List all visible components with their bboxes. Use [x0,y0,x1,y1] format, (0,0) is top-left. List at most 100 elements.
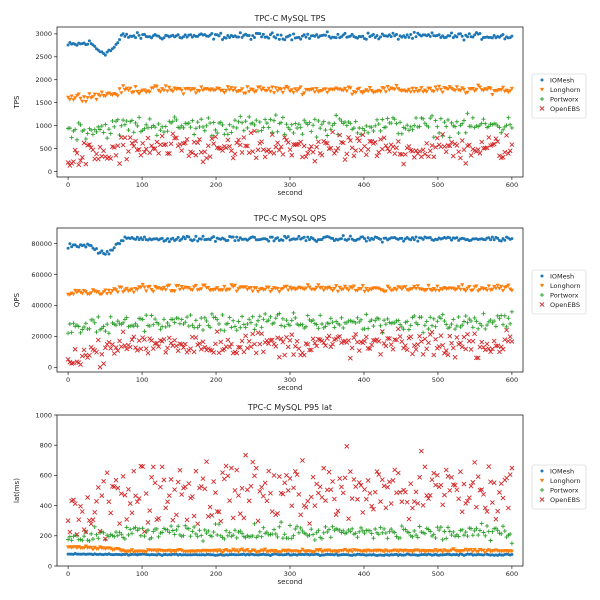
point [487,236,491,240]
point [192,132,197,137]
point [348,529,353,534]
point [151,529,156,534]
point [422,336,428,342]
point [385,116,390,121]
point [213,490,218,496]
point [325,90,330,95]
point [206,528,211,534]
point [209,133,214,138]
point [145,520,151,525]
point [316,528,321,533]
point [348,234,352,238]
point [431,352,437,358]
point [481,88,486,93]
point [427,492,433,498]
point [412,284,417,289]
point [216,321,222,327]
y-tick-label: 1000 [35,122,52,130]
y-tick-label: 0 [48,168,52,176]
point [83,290,88,294]
point [135,89,140,94]
y-tick-label: 1000 [35,411,52,419]
point [474,87,479,92]
point [456,285,461,290]
point [323,343,328,348]
point [220,88,225,93]
point [440,131,446,137]
point [204,318,209,324]
point [193,531,199,537]
point [193,335,199,340]
point [282,132,287,137]
point [252,327,257,332]
point [418,339,424,344]
point [131,324,136,329]
point [492,238,496,242]
point [383,548,388,553]
point [287,476,293,481]
point [247,34,251,38]
point [284,137,289,143]
point [390,346,396,352]
point [119,532,124,537]
point [323,524,328,529]
point [140,140,146,146]
point [374,117,380,122]
point [291,352,296,357]
point [179,285,184,289]
point [321,119,326,124]
point [179,88,184,93]
point [509,339,515,344]
point [282,352,288,358]
point [97,127,103,132]
point [167,85,172,90]
point [473,33,477,37]
point [346,516,352,522]
point [504,327,509,333]
point [325,529,330,535]
point [447,529,452,534]
point [383,505,389,511]
point [197,124,202,130]
point [137,91,142,96]
point [412,313,417,319]
point [389,35,393,39]
point [316,283,321,288]
point [295,125,300,131]
point [124,516,130,522]
point [266,285,271,290]
point [414,35,418,39]
point [209,311,214,317]
point [488,349,494,355]
point [177,321,183,326]
point [196,239,200,243]
point [234,350,240,356]
point [365,345,371,351]
point [219,31,223,35]
point [152,548,158,553]
point [71,321,76,326]
point [282,324,287,329]
point [385,536,390,541]
point [81,347,87,353]
point [458,340,463,346]
data-points [65,234,515,370]
point [292,343,298,349]
point [310,87,316,92]
legend-marker [539,292,545,298]
point [484,145,490,151]
point [195,521,201,527]
point [121,32,125,36]
point [482,347,488,353]
point [431,470,437,476]
point [192,87,197,92]
point [303,154,309,160]
point [105,50,109,54]
point [165,89,170,94]
point [341,528,346,533]
point [245,548,250,552]
point [415,535,420,540]
chart-title: TPC-C MySQL P95 lat [247,403,332,412]
